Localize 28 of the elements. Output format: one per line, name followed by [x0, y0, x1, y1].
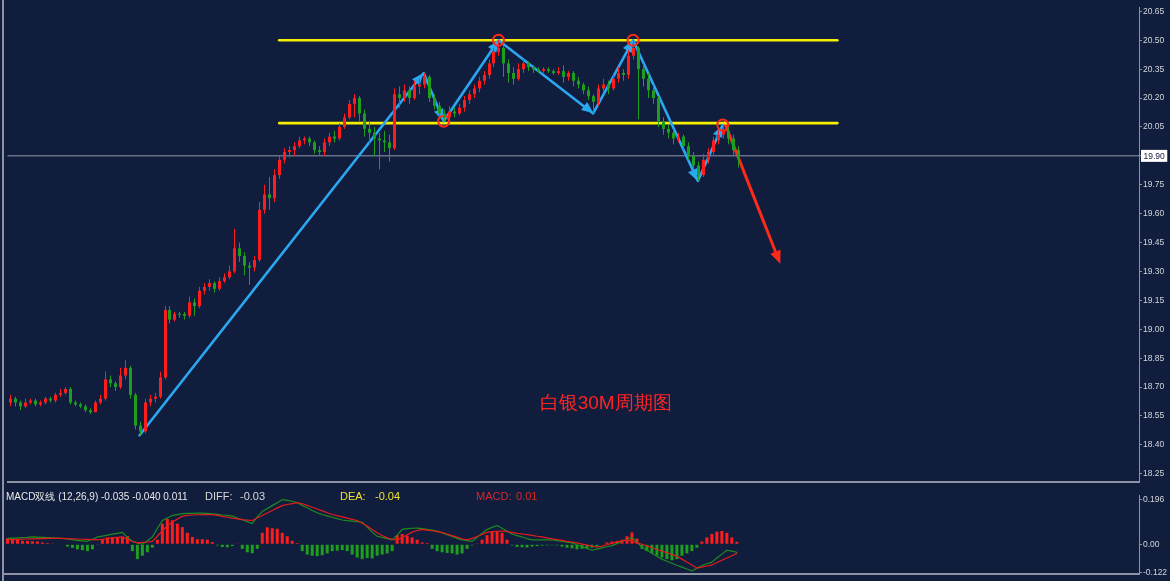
y-tick-label: 19.30 [1143, 265, 1165, 276]
annotation: DEA: [340, 490, 366, 503]
y-tick-label: 19.45 [1143, 236, 1165, 247]
annotation: -0.04 [375, 490, 401, 503]
annotation: MACD: [476, 490, 512, 503]
y-tick-label: 18.85 [1143, 352, 1165, 363]
y-tick-label: 18.55 [1143, 410, 1165, 421]
y-tick-label: 18.25 [1143, 468, 1165, 479]
y-tick-label: 20.50 [1143, 34, 1165, 45]
y-tick-label: 19.15 [1143, 294, 1165, 305]
annotation: 白银30M周期图 [539, 392, 672, 413]
y-tick-label: 18.40 [1143, 439, 1165, 450]
y-tick-label: 19.00 [1143, 323, 1165, 334]
y-tick-label: -0.122 [1143, 566, 1168, 577]
ref-line-label: 19.90 [1143, 150, 1166, 161]
y-tick-label: 0.00 [1143, 538, 1160, 549]
y-tick-label: 20.35 [1143, 63, 1165, 74]
y-tick-label: 20.05 [1143, 121, 1165, 132]
y-tick-label: 20.65 [1143, 5, 1165, 16]
annotation: 0.01 [516, 490, 538, 503]
annotation: MACD双线 (12,26,9) -0.035 -0.040 0.011 [6, 490, 189, 502]
y-tick-label: 20.20 [1143, 92, 1165, 103]
y-tick-label: 0.196 [1143, 493, 1165, 504]
annotation: -0.03 [240, 490, 266, 503]
y-tick-label: 19.60 [1143, 208, 1165, 219]
annotation: DIFF: [205, 490, 233, 503]
y-tick-label: 18.70 [1143, 381, 1165, 392]
y-tick-label: 19.75 [1143, 179, 1165, 190]
